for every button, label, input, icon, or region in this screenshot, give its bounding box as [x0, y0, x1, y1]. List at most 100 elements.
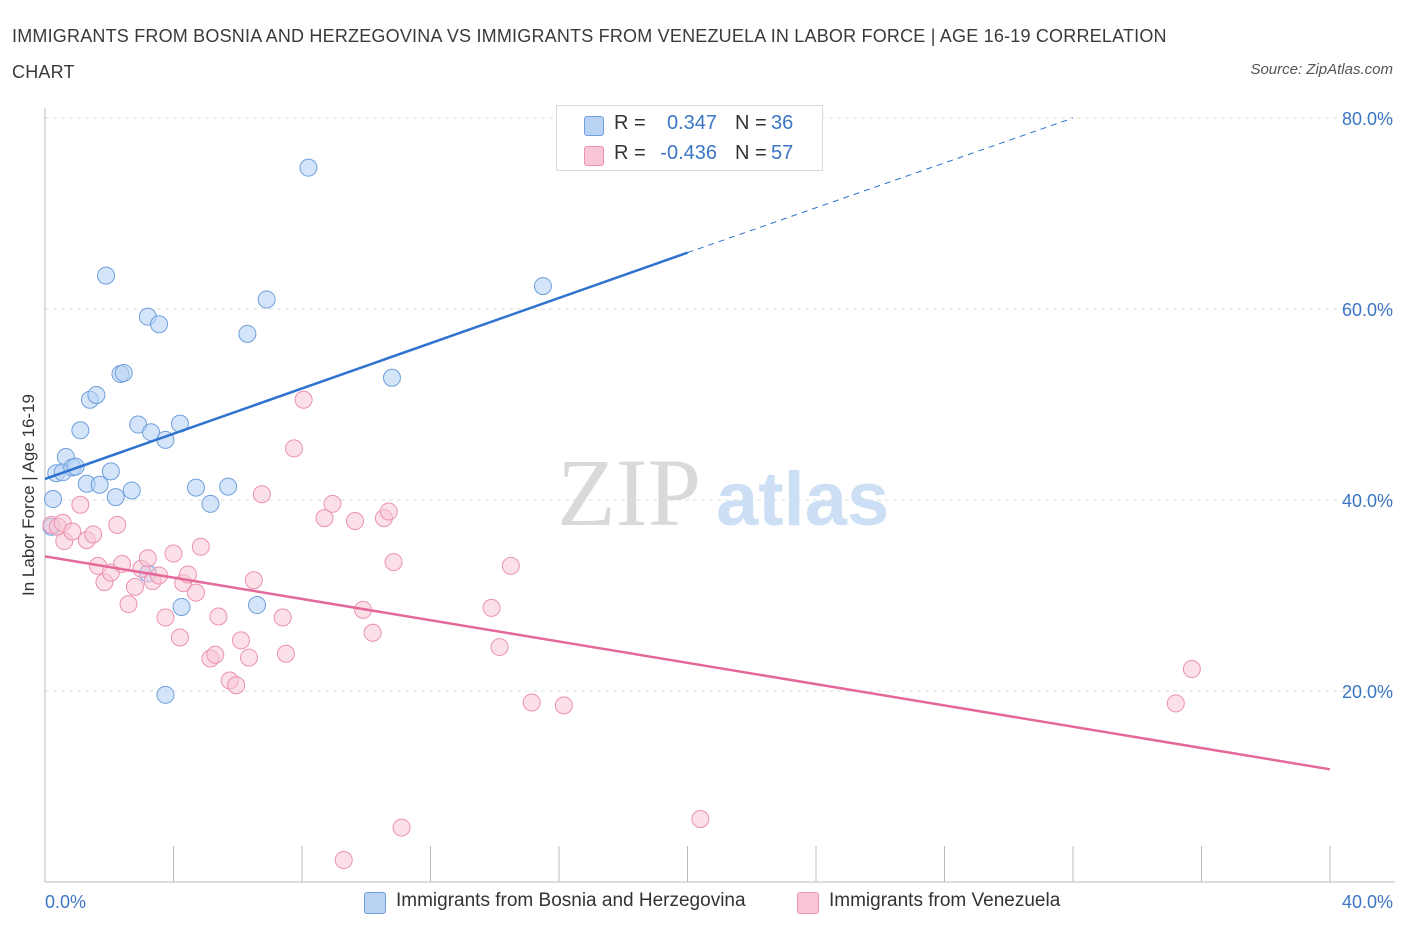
data-point-bosnia	[248, 596, 267, 615]
legend-n-label: N =	[735, 142, 767, 164]
data-point-venezuela	[231, 631, 250, 650]
data-point-venezuela	[209, 607, 228, 626]
data-point-venezuela	[138, 549, 157, 568]
data-point-venezuela	[63, 522, 82, 541]
data-point-venezuela	[284, 439, 303, 458]
data-point-venezuela	[276, 644, 295, 663]
legend-n-label: N =	[735, 112, 767, 134]
watermark-atlas: atlas	[716, 457, 889, 542]
legend-row-venezuela: R = -0.436 N = 57	[557, 138, 822, 170]
data-point-venezuela	[239, 648, 258, 667]
legend-r-label: R =	[614, 112, 646, 134]
data-point-venezuela	[323, 494, 342, 513]
y-tick-label: 80.0%	[1342, 109, 1393, 129]
series-bosnia-points	[42, 158, 552, 704]
data-point-bosnia	[114, 363, 133, 382]
y-tick-label: 40.0%	[1342, 491, 1393, 511]
y-axis-label: In Labor Force | Age 16-19	[19, 394, 38, 596]
data-point-venezuela	[392, 818, 411, 837]
data-point-venezuela	[346, 512, 365, 531]
x-tick-label-max: 40.0%	[1342, 892, 1393, 912]
data-point-bosnia	[238, 324, 257, 343]
data-point-venezuela	[482, 598, 501, 617]
series-venezuela-points	[42, 390, 1201, 870]
trend-line-bosnia	[44, 251, 688, 481]
data-point-bosnia	[122, 481, 141, 500]
trend-line-bosnia-extension	[687, 117, 1074, 254]
data-point-venezuela	[108, 515, 127, 534]
data-point-bosnia	[150, 315, 169, 334]
y-tick-label: 20.0%	[1342, 682, 1393, 702]
trend-lines	[44, 117, 1331, 771]
data-point-venezuela	[170, 628, 189, 647]
data-point-venezuela	[490, 638, 509, 657]
data-point-bosnia	[44, 490, 63, 509]
data-point-bosnia	[257, 290, 276, 309]
data-point-venezuela	[186, 583, 205, 602]
data-point-bosnia	[106, 488, 125, 507]
data-point-venezuela	[501, 556, 520, 575]
data-point-bosnia	[156, 685, 175, 704]
data-point-venezuela	[273, 608, 292, 627]
data-point-bosnia	[299, 158, 318, 177]
data-point-venezuela	[84, 525, 103, 544]
legend-r-value: -0.436	[660, 142, 717, 164]
data-point-venezuela	[164, 544, 183, 563]
data-point-bosnia	[101, 462, 120, 481]
y-tick-labels: 20.0% 40.0% 60.0% 80.0%	[1342, 109, 1393, 702]
data-point-venezuela	[554, 696, 573, 715]
data-point-bosnia	[219, 477, 238, 496]
legend-row-bosnia: R = 0.347 N = 36	[557, 108, 822, 140]
data-point-venezuela	[191, 537, 210, 556]
watermark: ZIP atlas	[557, 439, 889, 546]
data-point-venezuela	[227, 676, 246, 695]
data-point-bosnia	[533, 277, 552, 296]
y-tick-label: 60.0%	[1342, 300, 1393, 320]
data-point-venezuela	[125, 577, 144, 596]
data-point-venezuela	[379, 502, 398, 521]
legend-swatch-venezuela	[584, 146, 604, 166]
legend-label-bosnia: Immigrants from Bosnia and Herzegovina	[396, 890, 746, 911]
data-point-venezuela	[252, 485, 271, 504]
data-point-venezuela	[244, 571, 263, 590]
series-legend: Immigrants from Bosnia and Herzegovina I…	[0, 888, 1406, 918]
correlation-legend: R = 0.347 N = 36 R = -0.436 N = 57	[556, 105, 823, 171]
data-point-bosnia	[71, 421, 90, 440]
data-point-bosnia	[172, 597, 191, 616]
data-point-bosnia	[382, 368, 401, 387]
legend-swatch-bosnia	[364, 892, 386, 914]
data-point-venezuela	[156, 608, 175, 627]
data-point-venezuela	[384, 553, 403, 572]
source-label: Source: ZipAtlas.com	[1250, 61, 1393, 78]
data-point-venezuela	[119, 595, 138, 614]
data-point-venezuela	[71, 495, 90, 514]
data-point-venezuela	[1182, 660, 1201, 679]
data-point-venezuela	[363, 623, 382, 642]
data-point-bosnia	[87, 385, 106, 404]
legend-r-value: 0.347	[666, 112, 717, 134]
chart-title: IMMIGRANTS FROM BOSNIA AND HERZEGOVINA V…	[12, 26, 1167, 82]
data-point-bosnia	[90, 475, 109, 494]
grid-lines	[45, 117, 1395, 692]
legend-n-value: 36	[771, 112, 794, 134]
data-point-venezuela	[1166, 694, 1185, 713]
legend-n-value: 57	[771, 142, 794, 164]
legend-label-venezuela: Immigrants from Venezuela	[829, 890, 1061, 911]
trend-line-venezuela	[44, 555, 1331, 771]
data-point-venezuela	[691, 809, 710, 828]
axes	[44, 108, 1395, 883]
data-point-bosnia	[186, 478, 205, 497]
legend-r-label: R =	[614, 142, 646, 164]
legend-swatch-bosnia	[584, 116, 604, 136]
data-point-bosnia	[97, 266, 116, 285]
x-tick-label-min: 0.0%	[45, 892, 86, 912]
data-point-bosnia	[201, 494, 220, 513]
data-point-venezuela	[294, 390, 313, 409]
data-point-venezuela	[315, 509, 334, 528]
data-point-venezuela	[334, 851, 353, 870]
watermark-zip: ZIP	[557, 439, 701, 546]
legend-swatch-venezuela	[797, 892, 819, 914]
data-point-venezuela	[522, 693, 541, 712]
data-point-venezuela	[206, 645, 225, 664]
